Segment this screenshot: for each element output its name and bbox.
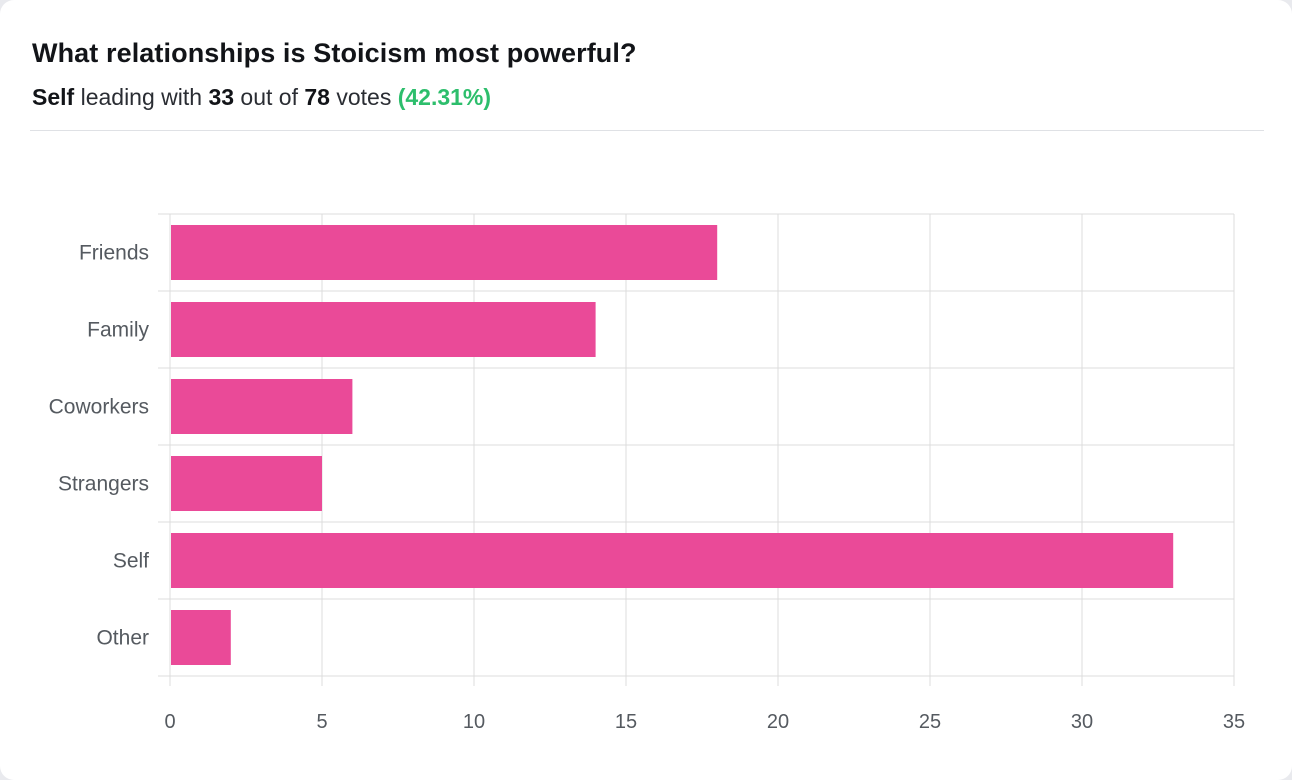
- x-tick-label: 30: [1071, 711, 1093, 733]
- out-of-text: out of: [240, 84, 298, 110]
- poll-summary: Self leading with 33 out of 78 votes (42…: [32, 84, 491, 111]
- category-label: Family: [87, 319, 149, 342]
- category-label: Coworkers: [49, 396, 149, 419]
- grid-lines: [158, 213, 1235, 686]
- x-tick-label: 25: [919, 711, 941, 733]
- x-tick-label: 10: [463, 711, 485, 733]
- leader-name: Self: [32, 84, 75, 110]
- bar-family: [171, 302, 596, 357]
- x-tick-label: 0: [164, 711, 175, 733]
- x-tick-label: 35: [1223, 711, 1245, 733]
- category-label: Other: [96, 627, 149, 650]
- bar-coworkers: [171, 379, 353, 434]
- bar-friends: [171, 225, 718, 280]
- x-tick-label: 15: [615, 711, 637, 733]
- bar-self: [171, 533, 1174, 588]
- leader-percentage: (42.31%): [397, 84, 492, 110]
- bar-strangers: [171, 456, 322, 511]
- total-votes: 78: [304, 84, 330, 110]
- poll-title: What relationships is Stoicism most powe…: [32, 38, 637, 68]
- category-label: Self: [113, 550, 149, 573]
- bar-other: [171, 610, 231, 665]
- x-tick-label: 5: [316, 711, 327, 733]
- leading-text: leading with: [80, 84, 203, 110]
- bars: [171, 225, 1174, 665]
- header-divider: [30, 130, 1264, 131]
- category-label: Friends: [79, 242, 149, 265]
- category-label: Strangers: [58, 473, 149, 496]
- leader-votes: 33: [208, 84, 235, 110]
- x-tick-label: 20: [767, 711, 789, 733]
- votes-text: votes: [336, 84, 392, 110]
